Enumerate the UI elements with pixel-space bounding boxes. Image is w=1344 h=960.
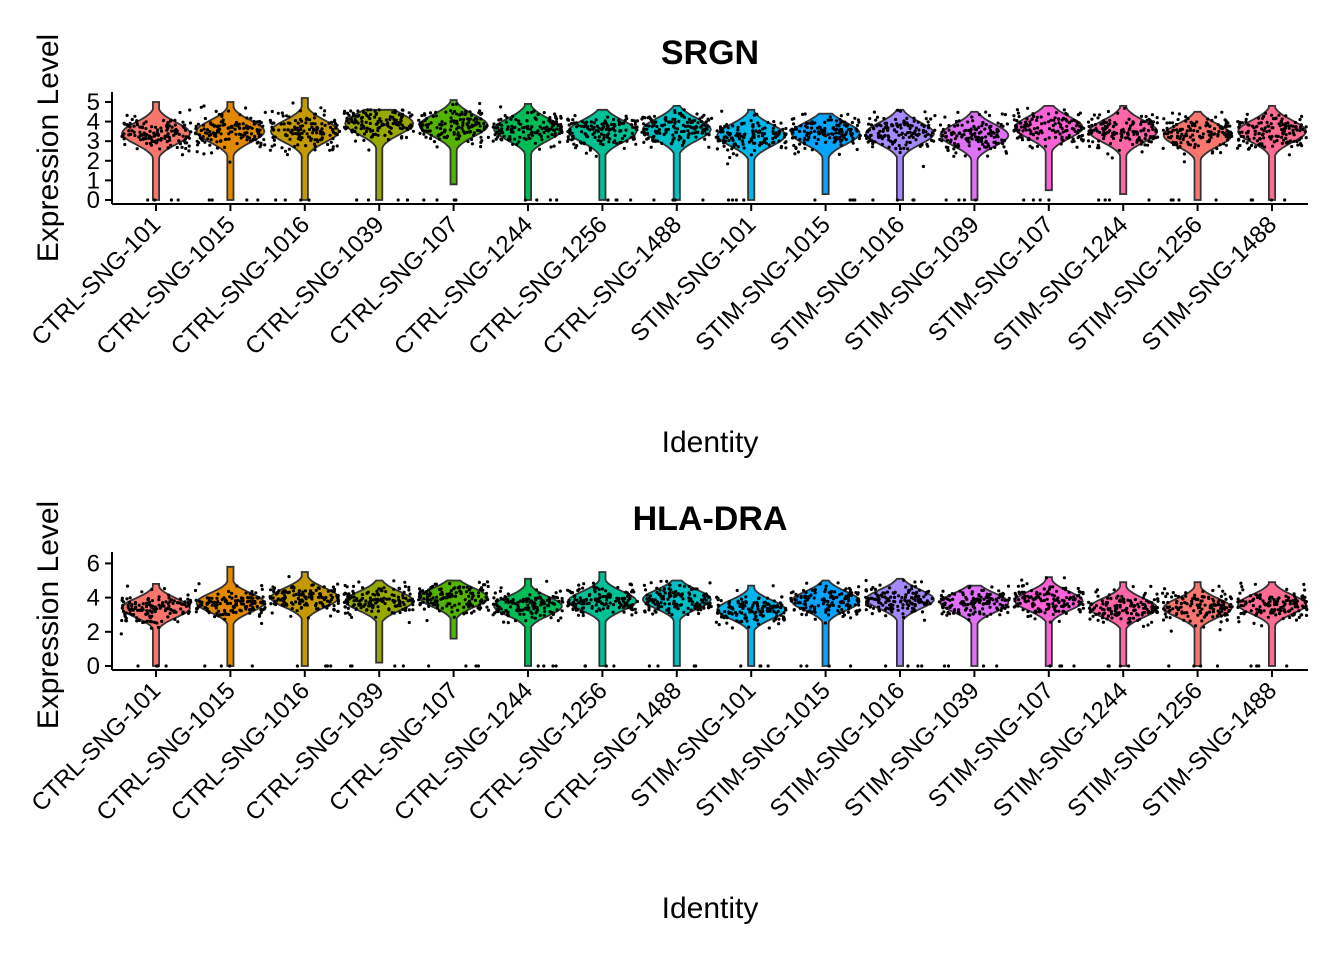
x-tick-label: STIM-SNG-101 <box>625 677 761 813</box>
violin-points <box>1012 576 1085 668</box>
violin-points <box>491 579 565 668</box>
x-tick-label: CTRL-SNG-1039 <box>240 211 389 360</box>
violin-shape <box>716 584 787 667</box>
violin-shape <box>641 579 712 667</box>
violin-points <box>1235 111 1308 202</box>
violin-points <box>342 108 415 202</box>
y-tick-label: 5 <box>87 89 100 116</box>
y-tick-label: 2 <box>87 148 100 175</box>
x-tick-label: CTRL-SNG-1488 <box>538 677 687 826</box>
violin-shape <box>418 579 489 640</box>
violin-shape <box>195 565 265 667</box>
violin-shape <box>865 577 935 667</box>
x-tick-label: STIM-SNG-1015 <box>690 211 835 356</box>
chart-title: SRGN <box>661 34 759 72</box>
x-tick-label: STIM-SNG-1039 <box>839 211 984 356</box>
violin-points <box>714 109 788 202</box>
violin-points <box>193 104 267 202</box>
x-tick-label: STIM-SNG-1015 <box>690 677 835 822</box>
x-axis-title: Identity <box>662 426 759 459</box>
violin-shape <box>1237 105 1307 201</box>
x-tick-label: CTRL-SNG-1016 <box>166 211 315 360</box>
x-tick-label: STIM-SNG-1016 <box>765 211 910 356</box>
x-tick-label: CTRL-SNG-107 <box>324 677 464 817</box>
x-tick-label: CTRL-SNG-1015 <box>91 211 240 360</box>
violin-points <box>491 105 564 202</box>
violin-shape <box>195 101 266 201</box>
chart-title: HLA-DRA <box>633 500 788 538</box>
violin-points <box>642 579 713 668</box>
y-tick-label: 0 <box>87 653 100 680</box>
violin-points <box>1087 584 1160 668</box>
violin-points <box>120 108 193 202</box>
x-tick-label: CTRL-SNG-107 <box>324 211 464 351</box>
x-axis-title: Identity <box>662 892 759 925</box>
x-tick-label: STIM-SNG-1039 <box>839 677 984 822</box>
y-tick-label: 2 <box>87 619 100 646</box>
violin-shape <box>121 101 191 201</box>
y-tick-label: 4 <box>87 109 100 136</box>
violin-shape <box>121 583 191 667</box>
y-axis-title: Expression Level <box>32 34 65 262</box>
violin-points <box>1161 110 1234 202</box>
violin-points <box>417 580 491 668</box>
x-tick-label: STIM-SNG-1244 <box>988 211 1133 356</box>
violin-points <box>1161 584 1234 668</box>
x-tick-label: CTRL-SNG-1016 <box>166 677 315 826</box>
violin-shape <box>493 103 563 201</box>
violin-shape <box>1237 581 1307 667</box>
violin-shape <box>418 99 489 186</box>
violin-points <box>119 584 193 668</box>
violin-points <box>1086 106 1160 202</box>
violin-points <box>417 101 490 202</box>
violin-points <box>1236 581 1309 668</box>
hla-dra-violin-panel: HLA-DRA Expression Level Identity 0 2 4 6 CT… <box>26 500 1309 925</box>
x-tick-label: STIM-SNG-107 <box>923 211 1059 347</box>
x-tick-label: CTRL-SNG-1256 <box>463 211 612 360</box>
x-tick-label: CTRL-SNG-1256 <box>463 677 612 826</box>
x-tick-label: CTRL-SNG-1488 <box>538 211 687 360</box>
x-tick-label: STIM-SNG-1256 <box>1062 211 1207 356</box>
violin-shape <box>567 571 638 667</box>
violin-points <box>1012 106 1086 202</box>
y-tick-label: 3 <box>87 128 100 155</box>
x-tick-label: CTRL-SNG-1015 <box>91 677 240 826</box>
violin-points <box>268 101 342 202</box>
x-tick-label: STIM-SNG-101 <box>625 211 761 347</box>
violin-points <box>864 578 934 668</box>
x-tick-label: CTRL-SNG-1244 <box>389 211 538 360</box>
violin-points <box>193 582 267 668</box>
violin-shape <box>1162 581 1233 667</box>
x-tick-label: STIM-SNG-1244 <box>988 677 1133 822</box>
x-tick-label: STIM-SNG-1016 <box>765 677 910 822</box>
y-tick-label: 1 <box>87 167 100 194</box>
violin-points <box>714 584 788 668</box>
violin-shape <box>1013 105 1084 192</box>
violin-points <box>566 581 640 668</box>
violin-shape <box>939 584 1010 667</box>
violin-points <box>789 581 862 668</box>
x-tick-label: CTRL-SNG-1039 <box>240 677 389 826</box>
violin-points <box>789 112 862 202</box>
y-tick-label: 4 <box>87 585 100 612</box>
x-tick-label: STIM-SNG-1488 <box>1137 677 1282 822</box>
y-tick-label: 6 <box>87 550 100 577</box>
violin-shape <box>269 571 340 667</box>
y-axis-title: Expression Level <box>32 501 65 729</box>
violin-points <box>863 108 937 202</box>
x-tick-label: STIM-SNG-1488 <box>1137 211 1282 356</box>
violin-points <box>342 579 415 668</box>
violin-points <box>938 110 1010 202</box>
violin-points <box>640 108 714 202</box>
violin-points <box>937 584 1011 668</box>
violin-points <box>268 575 341 668</box>
x-tick-label: STIM-SNG-1256 <box>1062 677 1207 822</box>
x-tick-label: CTRL-SNG-1244 <box>389 677 538 826</box>
violin-points <box>566 114 640 202</box>
violin-shape <box>865 108 935 201</box>
x-tick-label: STIM-SNG-107 <box>923 677 1059 813</box>
y-tick-label: 0 <box>87 187 100 214</box>
